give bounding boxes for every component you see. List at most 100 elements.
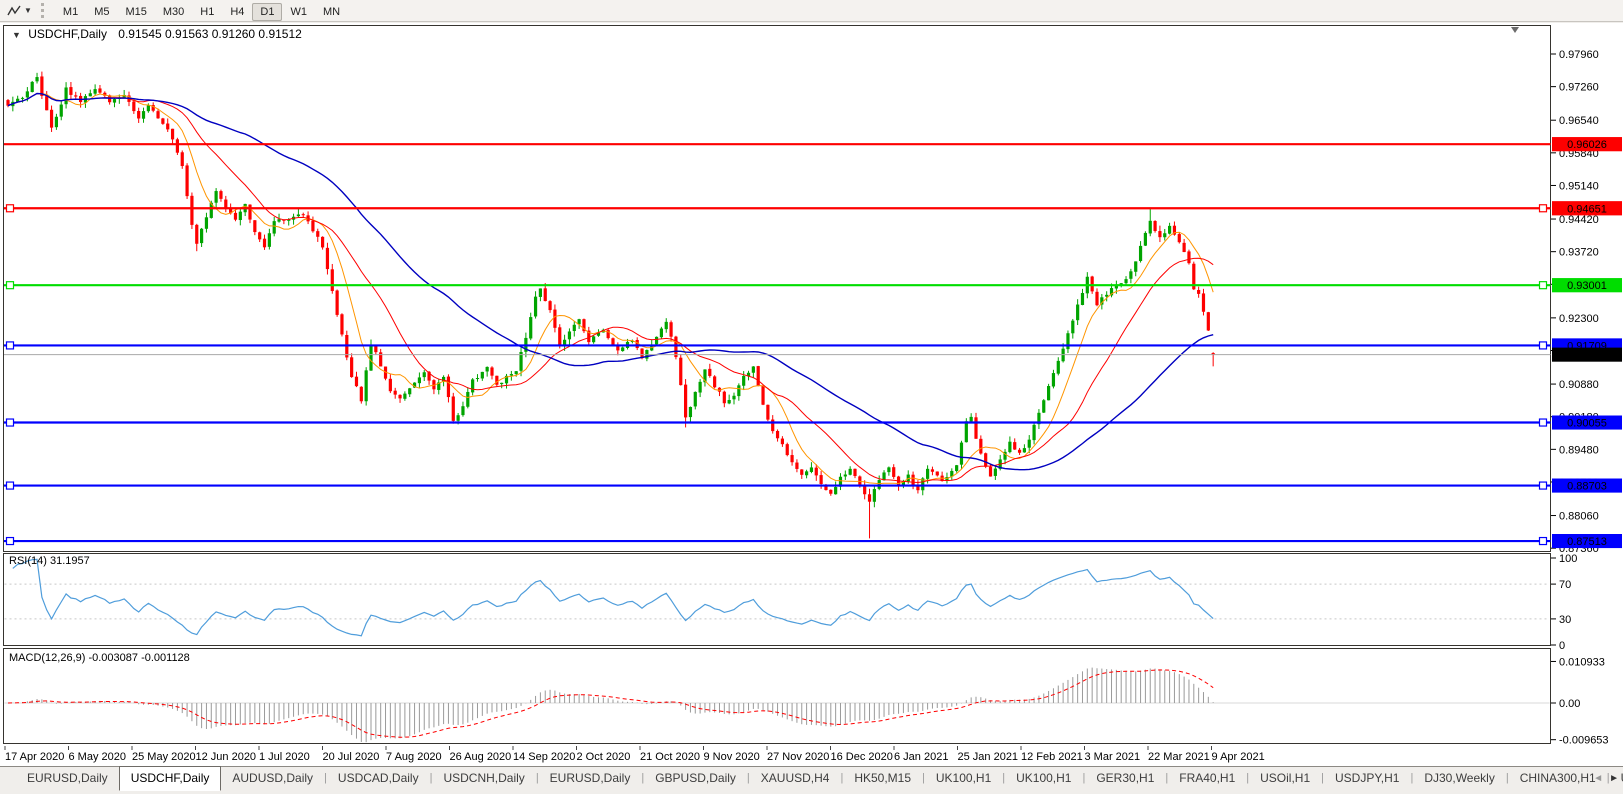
svg-text:25 May 2020: 25 May 2020	[132, 751, 196, 763]
svg-text:0.90880: 0.90880	[1559, 379, 1599, 391]
hline-0.87513[interactable]	[4, 536, 1551, 546]
svg-text:6 Jan 2021: 6 Jan 2021	[894, 751, 948, 763]
symbol-tab-eurusd-daily[interactable]: EURUSD,Daily	[27, 771, 108, 785]
time-axis[interactable]: 17 Apr 2020 6 May 2020 25 May 2020 12 Jun 2…	[4, 746, 1265, 763]
macd-pane[interactable]	[3, 648, 1551, 744]
timeframe-button-d1[interactable]: D1	[252, 2, 283, 21]
hline-0.93001[interactable]	[4, 281, 1551, 290]
hline-0.90055[interactable]	[4, 418, 1551, 427]
macd-axis-label: 0.00	[1559, 698, 1580, 710]
price-tag-over-0.90055: 0.90055	[1552, 415, 1622, 430]
hline-handle[interactable]	[1538, 341, 1548, 350]
price-tag-over-0.96026: 0.96026	[1552, 137, 1622, 152]
symbol-tab-dj30-weekly[interactable]: DJ30,Weekly	[1424, 771, 1495, 785]
hline-handle[interactable]	[1538, 204, 1548, 213]
symbol-tab-eurusd-daily[interactable]: EURUSD,Daily	[549, 771, 631, 785]
hline-handle[interactable]	[5, 341, 15, 350]
symbol-tab-usdcad-daily[interactable]: USDCAD,Daily	[337, 771, 419, 785]
timeframe-button-m15[interactable]: M15	[125, 5, 147, 18]
tab-separator: |	[746, 772, 750, 784]
main-pane[interactable]	[3, 25, 1551, 552]
line-studies-icon[interactable]	[5, 3, 23, 19]
symbol-tab-fra40-h1[interactable]: FRA40,H1	[1179, 771, 1236, 785]
hline-handle[interactable]	[5, 418, 15, 427]
moving-average-line-8	[7, 92, 1214, 485]
macd-histogram	[12, 667, 1214, 743]
symbol-tab-uk100-h1[interactable]: UK100,H1	[1016, 771, 1072, 785]
symbol-tab-gbpusd-daily[interactable]: GBPUSD,Daily	[655, 771, 736, 785]
tab-scroll-right-icon[interactable]: ►	[1609, 773, 1619, 784]
tab-list: EURUSD,Daily USDCHF,Daily AUDUSD,Daily | USD…	[16, 766, 1623, 791]
svg-text:3 Mar 2021: 3 Mar 2021	[1085, 751, 1141, 763]
svg-text:0.89480: 0.89480	[1559, 444, 1599, 456]
svg-text:0.96026: 0.96026	[1567, 139, 1607, 151]
hline-handle[interactable]	[5, 204, 15, 213]
svg-text:9 Apr 2021: 9 Apr 2021	[1212, 751, 1265, 763]
rsi-line	[12, 558, 1214, 637]
rsi-pane[interactable]	[3, 553, 1551, 646]
rsi-indicator-label: RSI(14) 31.1957	[9, 555, 90, 567]
tab-separator: |	[324, 772, 327, 784]
svg-text:14 Sep 2020: 14 Sep 2020	[513, 751, 575, 763]
timeframe-button-mn[interactable]: MN	[322, 5, 341, 18]
svg-text:0.90055: 0.90055	[1567, 418, 1607, 430]
hline-handle[interactable]	[5, 481, 15, 490]
timeframe-button-m1[interactable]: M1	[62, 5, 79, 18]
hline-handle[interactable]	[1538, 281, 1548, 290]
hline-0.88703[interactable]	[4, 481, 1551, 490]
hline-handle[interactable]	[1538, 481, 1548, 490]
hline-0.94651[interactable]	[4, 204, 1551, 213]
svg-text:20 Jul 2020: 20 Jul 2020	[323, 751, 380, 763]
svg-text:0.93001: 0.93001	[1567, 280, 1607, 292]
timeframe-button-h1[interactable]: H1	[200, 5, 215, 18]
svg-text:0.91512: 0.91512	[1567, 350, 1607, 362]
chart-shift-marker-icon[interactable]	[1511, 27, 1519, 33]
symbol-tab-usdchf-daily[interactable]: USDCHF,Daily	[118, 766, 222, 791]
svg-text:1 Jul 2020: 1 Jul 2020	[259, 751, 310, 763]
svg-text:21 Oct 2020: 21 Oct 2020	[640, 751, 700, 763]
price-tag-over-0.93001: 0.93001	[1552, 278, 1622, 293]
hline-handle[interactable]	[1538, 536, 1548, 546]
svg-text:17 Apr 2020: 17 Apr 2020	[5, 751, 64, 763]
symbol-tab-usoil-h1[interactable]: USOil,H1	[1260, 771, 1311, 785]
symbol-tab-usdjpy-h1[interactable]: USDJPY,H1	[1335, 771, 1400, 785]
symbol-tab-uk100-h1[interactable]: UK100,H1	[935, 771, 992, 785]
tab-separator: |	[1505, 772, 1509, 784]
hline-handle[interactable]	[1538, 418, 1548, 427]
macd-axis-label: -0.009653	[1559, 735, 1609, 747]
symbol-tab-china300-h1[interactable]: CHINA300,H1	[1519, 771, 1596, 785]
hline-0.91709[interactable]	[4, 341, 1551, 350]
hline-handle[interactable]	[5, 281, 15, 290]
tab-scroll-left-icon[interactable]: ◄	[1593, 773, 1604, 784]
svg-text:25 Jan 2021: 25 Jan 2021	[958, 751, 1019, 763]
timeframe-button-m5[interactable]: M5	[94, 5, 110, 18]
svg-text:0.92300: 0.92300	[1559, 313, 1599, 325]
tab-separator: |	[1410, 772, 1414, 784]
chart-collapse-caret-icon[interactable]: ▼	[12, 30, 21, 40]
symbol-tabbar: EURUSD,Daily USDCHF,Daily AUDUSD,Daily | USD…	[0, 766, 1623, 794]
toolbar-grip-handle[interactable]	[40, 3, 48, 18]
hline-handle[interactable]	[5, 536, 15, 546]
svg-text:0.94420: 0.94420	[1559, 214, 1599, 226]
symbol-tab-usdcnh-daily[interactable]: USDCNH,Daily	[443, 771, 525, 785]
symbol-tab-u[interactable]: U	[1610, 767, 1623, 791]
svg-text:0.97960: 0.97960	[1559, 49, 1599, 61]
svg-text:9 Nov 2020: 9 Nov 2020	[704, 751, 760, 763]
symbol-tab-hk50-m15[interactable]: HK50,M15	[854, 771, 912, 785]
tab-separator: |	[1002, 772, 1006, 784]
toolbar-dropdown-caret-icon[interactable]: ▼	[24, 6, 32, 15]
symbol-tab-xauusd-h4[interactable]: XAUUSD,H4	[760, 771, 830, 785]
price-tag-over-0.94651: 0.94651	[1552, 201, 1622, 216]
svg-text:0.96540: 0.96540	[1559, 115, 1599, 127]
symbol-tab-audusd-daily[interactable]: AUDUSD,Daily	[232, 771, 314, 785]
timeframe-button-h4[interactable]: H4	[230, 5, 245, 18]
rsi-axis-label: 30	[1559, 614, 1571, 626]
tab-separator: |	[1246, 772, 1250, 784]
svg-text:12 Feb 2021: 12 Feb 2021	[1021, 751, 1083, 763]
svg-text:0.88703: 0.88703	[1567, 481, 1607, 493]
timeframe-button-w1[interactable]: W1	[290, 5, 307, 18]
timeframe-button-m30[interactable]: M30	[162, 5, 185, 18]
svg-text:6 May 2020: 6 May 2020	[69, 751, 126, 763]
symbol-tab-ger30-h1[interactable]: GER30,H1	[1096, 771, 1155, 785]
